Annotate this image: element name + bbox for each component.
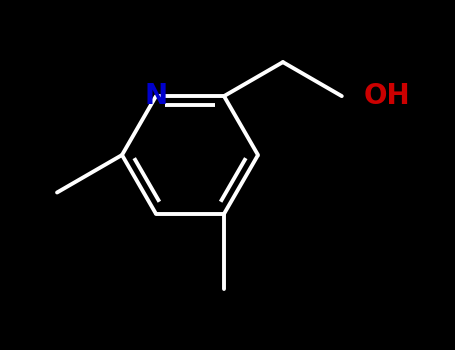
Text: N: N [144, 82, 167, 110]
Text: OH: OH [364, 82, 410, 110]
